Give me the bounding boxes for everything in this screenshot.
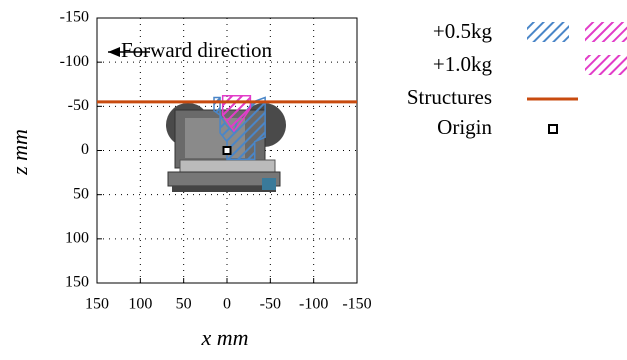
y-tick-label: 0 xyxy=(81,141,89,158)
y-tick-label: -100 xyxy=(60,53,89,70)
chart: Forward direction x mm z mm 150 100 50 0 -50… xyxy=(0,0,627,355)
x-tick-label: -150 xyxy=(342,296,371,313)
y-tick-label: 100 xyxy=(65,230,89,247)
legend-label: +0.5kg xyxy=(433,19,493,43)
y-tick-label: 150 xyxy=(65,274,89,291)
x-tick-label: 0 xyxy=(223,296,231,313)
x-tick-label: 100 xyxy=(128,296,152,313)
x-tick-label: -50 xyxy=(260,296,281,313)
legend-label: +1.0kg xyxy=(433,52,493,76)
x-tick-label: 50 xyxy=(176,296,192,313)
arrow-head xyxy=(108,47,120,57)
legend-label: Structures xyxy=(407,85,492,109)
y-axis-label: z mm xyxy=(7,129,32,176)
annotation: Forward direction xyxy=(121,38,273,62)
y-tick-label: -50 xyxy=(68,97,89,114)
y-tick-label: 50 xyxy=(73,185,89,202)
y-tick-label: -150 xyxy=(60,9,89,26)
point xyxy=(224,147,231,154)
legend-swatch xyxy=(549,125,557,133)
legend-label: Origin xyxy=(437,115,492,139)
legend-swatch xyxy=(585,22,627,42)
x-tick-label: -100 xyxy=(299,296,328,313)
legend-swatch xyxy=(585,55,627,75)
x-tick-label: 150 xyxy=(85,296,109,313)
legend-swatch xyxy=(527,22,569,42)
x-axis-label: x mm xyxy=(200,325,248,350)
